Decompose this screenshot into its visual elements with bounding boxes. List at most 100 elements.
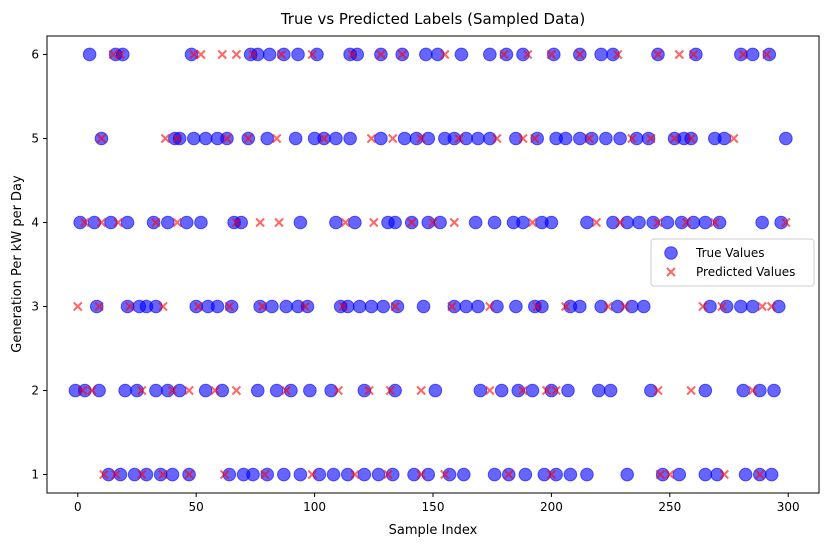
- true-value-point: [613, 131, 627, 146]
- predicted-value-point: [364, 385, 374, 396]
- x-tick-label: 250: [658, 500, 681, 514]
- true-value-point: [546, 47, 561, 62]
- predicted-value-point: [397, 49, 407, 60]
- predicted-value-point: [172, 217, 182, 228]
- true-value-point: [655, 467, 670, 482]
- true-value-point: [719, 299, 734, 314]
- true-value-point: [755, 215, 769, 230]
- true-value-point: [120, 215, 135, 230]
- predicted-value-point: [530, 133, 540, 144]
- predicted-value-point: [440, 469, 450, 480]
- x-tick-label: 300: [777, 500, 800, 514]
- predicted-value-point: [416, 469, 426, 480]
- true-value-point: [734, 299, 748, 314]
- true-value-point: [641, 131, 656, 146]
- true-value-point: [224, 299, 239, 314]
- x-tick-label: 0: [74, 500, 82, 514]
- true-value-point: [293, 215, 308, 230]
- predicted-value-point: [231, 217, 242, 228]
- true-value-point: [686, 215, 701, 230]
- predicted-value-point: [584, 133, 595, 144]
- predicted-value-point: [96, 217, 107, 228]
- true-value-point: [149, 299, 163, 314]
- true-value-point: [644, 383, 658, 398]
- predicted-value-point: [546, 469, 557, 480]
- true-value-point: [153, 467, 168, 482]
- predicted-value-point: [158, 301, 168, 312]
- true-value-point: [610, 299, 625, 314]
- predicted-value-point: [440, 49, 450, 60]
- true-value-point: [632, 215, 646, 230]
- true-value-point: [357, 467, 372, 482]
- true-value-point: [310, 47, 324, 62]
- predicted-value-point: [248, 49, 258, 60]
- ticks-layer: 0 50 100 150 200 250 300 1 2 3 4 5 6: [31, 47, 799, 514]
- true-value-point: [184, 47, 199, 62]
- true-value-point: [561, 383, 575, 398]
- true-value-point: [745, 299, 760, 314]
- true-value-point: [222, 467, 237, 482]
- true-value-point: [139, 467, 154, 482]
- predicted-value-point: [428, 217, 438, 228]
- true-value-point: [277, 47, 291, 62]
- true-value-point: [636, 299, 651, 314]
- true-value-point: [262, 47, 277, 62]
- predicted-value-point: [674, 49, 684, 60]
- true-value-point: [712, 215, 727, 230]
- true-value-point: [459, 299, 473, 314]
- predicted-value-point: [388, 133, 398, 144]
- y-tick-label: 4: [31, 215, 39, 229]
- true-value-point: [250, 383, 265, 398]
- predicted-value-point: [447, 301, 457, 312]
- true-value-point: [293, 467, 308, 482]
- predicted-value-point: [620, 301, 630, 312]
- true-value-point: [591, 383, 606, 398]
- true-value-point: [198, 383, 213, 398]
- predicted-value-point: [747, 385, 758, 396]
- true-value-point: [187, 131, 201, 146]
- true-value-point: [471, 299, 485, 314]
- predicted-value-point: [99, 469, 109, 480]
- predicted-value-point: [158, 469, 168, 480]
- true-value-point: [407, 467, 421, 482]
- true-value-point: [357, 383, 372, 398]
- legend-label-true: True Values: [695, 246, 765, 260]
- true-value-point: [312, 467, 327, 482]
- true-value-point: [260, 131, 275, 146]
- true-value-point: [115, 47, 130, 62]
- true-value-point: [433, 215, 447, 230]
- true-value-point: [473, 383, 488, 398]
- true-value-point: [234, 215, 248, 230]
- true-value-point: [246, 467, 260, 482]
- predicted-value-point: [546, 49, 557, 60]
- predicted-value-point: [125, 301, 135, 312]
- predicted-value-point: [781, 217, 791, 228]
- true-value-point: [516, 47, 530, 62]
- legend: True Values Predicted Values: [650, 238, 815, 287]
- true-value-point: [584, 131, 599, 146]
- true-value-point: [620, 215, 634, 230]
- true-value-point: [160, 215, 175, 230]
- predicted-value-point: [532, 301, 542, 312]
- predicted-value-point: [87, 385, 97, 396]
- true-value-point: [447, 299, 462, 314]
- true-value-point: [388, 383, 402, 398]
- predicted-value-point: [113, 217, 123, 228]
- true-value-point: [288, 131, 303, 146]
- predicted-value-point: [347, 49, 358, 60]
- predicted-value-point: [591, 217, 602, 228]
- y-tick-label: 3: [31, 300, 39, 314]
- true-value-point: [672, 467, 687, 482]
- true-value-point: [92, 383, 106, 398]
- predicted-value-point: [717, 301, 727, 312]
- predicted-value-point: [77, 385, 88, 396]
- true-value-point: [625, 299, 639, 314]
- true-value-point: [511, 383, 526, 398]
- true-value-point: [364, 299, 379, 314]
- true-value-point: [516, 215, 530, 230]
- y-axis-label: Generation Per kW per Day: [10, 175, 25, 353]
- true-value-point: [118, 383, 132, 398]
- true-value-point: [113, 467, 128, 482]
- legend-box: [650, 238, 815, 287]
- true-value-point: [530, 131, 544, 146]
